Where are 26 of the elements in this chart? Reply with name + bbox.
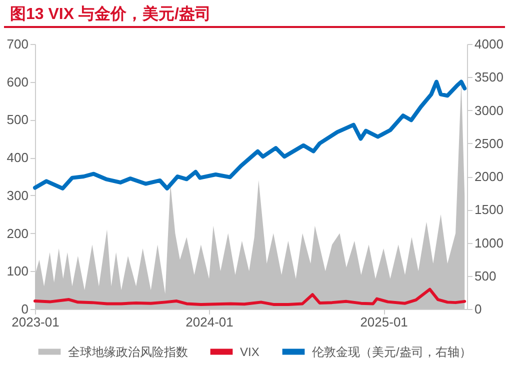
y-tick-label: 0 [21,302,28,316]
x-tick-label: 2024-01 [186,314,234,330]
legend-label: 伦敦金现（美元/盎司，右轴） [312,344,472,359]
y-tick-label: 600 [6,74,28,90]
y2-tick-label: 3500 [474,70,504,85]
chart-title: 图13 VIX 与金价，美元/盎司 [4,0,505,28]
y2-tick-label: 2000 [474,169,504,184]
x-tick-label: 2025-01 [360,314,408,330]
y2-tick-label: 0 [474,302,482,316]
y2-tick-label: 3000 [474,102,504,118]
y2-tick-label: 4000 [474,36,504,52]
line-series [34,288,466,306]
y-tick-label: 200 [6,226,28,241]
y2-tick-label: 1000 [474,235,504,250]
y2-tick-label: 1500 [474,202,504,218]
legend-label: 全球地缘政治风险指数 [68,344,188,359]
y-tick-label: 500 [6,112,28,128]
y2-tick-label: 500 [474,268,496,284]
line-series [33,80,467,190]
y2-tick-label: 2500 [474,136,504,151]
y-tick-label: 700 [6,36,28,52]
legend-label: VIX [240,344,260,359]
y-tick-label: 100 [6,264,28,279]
y-tick-label: 300 [6,188,28,203]
x-tick-label: 2023-01 [12,314,60,330]
y-tick-label: 400 [6,150,28,166]
